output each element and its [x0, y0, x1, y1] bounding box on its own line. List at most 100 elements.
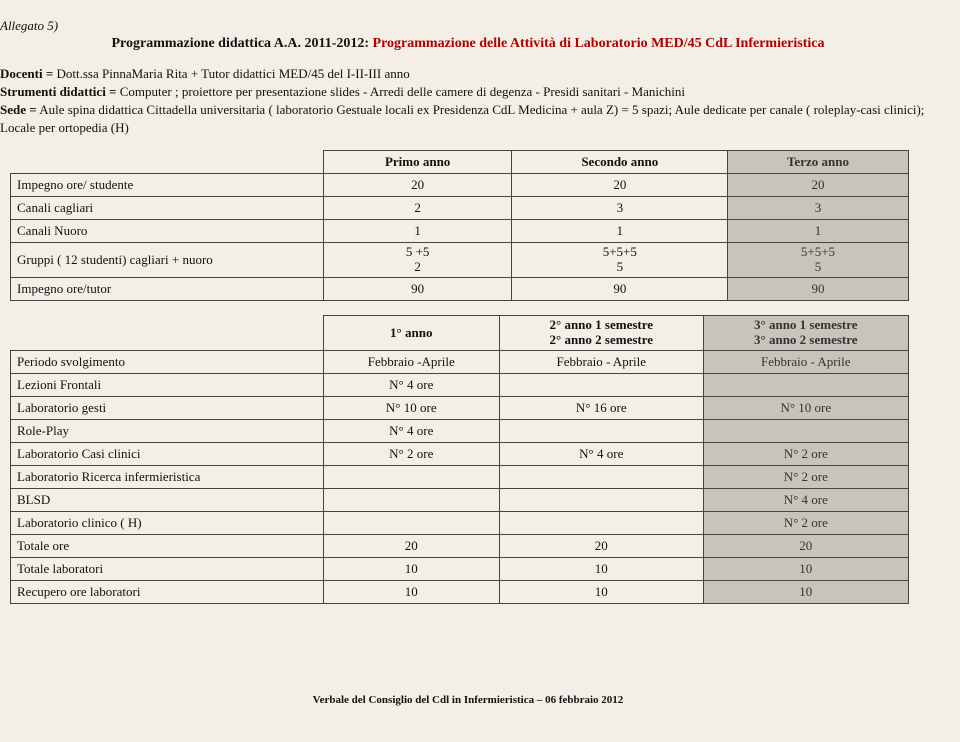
footer-text: Verbale del Consiglio del Cdl in Infermi… — [0, 694, 936, 706]
col-header: 1° anno — [324, 315, 500, 350]
cell: 20 — [728, 174, 908, 197]
cell: 90 — [728, 277, 908, 300]
cell: N° 4 ore — [704, 488, 909, 511]
sede-text: Aule spina didattica Cittadella universi… — [39, 102, 924, 117]
row-label: Lezioni Frontali — [11, 373, 324, 396]
col-header: Secondo anno — [512, 151, 728, 174]
cell: 10 — [704, 557, 909, 580]
cell — [499, 419, 704, 442]
table-secondo: 1° anno 2° anno 1 semestre2° anno 2 seme… — [10, 315, 909, 604]
row-label: BLSD — [11, 488, 324, 511]
row-label: Laboratorio gesti — [11, 396, 324, 419]
cell — [324, 488, 500, 511]
title-prefix: Programmazione didattica A.A. 2011-2012: — [112, 36, 373, 51]
cell: 20 — [324, 174, 512, 197]
cell: Febbraio - Aprile — [499, 350, 704, 373]
table-row: Laboratorio Ricerca infermieristica N° 2 … — [11, 465, 909, 488]
row-label: Impegno ore/ studente — [11, 174, 324, 197]
strumenti-label: Strumenti didattici = — [0, 84, 116, 99]
cell: Febbraio - Aprile — [704, 350, 909, 373]
cell: N° 2 ore — [704, 511, 909, 534]
docenti-text: Dott.ssa PinnaMaria Rita + Tutor didatti… — [57, 66, 410, 81]
cell: N° 2 ore — [324, 442, 500, 465]
table-row: BLSD N° 4 ore — [11, 488, 909, 511]
row-label: Totale ore — [11, 534, 324, 557]
table-row: Laboratorio gestiN° 10 oreN° 16 oreN° 10… — [11, 396, 909, 419]
cell: 1 — [324, 220, 512, 243]
cell: 2 — [324, 197, 512, 220]
row-label: Canali cagliari — [11, 197, 324, 220]
table-row: Totale laboratori101010 — [11, 557, 909, 580]
cell: 20 — [324, 534, 500, 557]
page-title: Programmazione didattica A.A. 2011-2012:… — [0, 36, 936, 52]
sede-line: Sede = Aule spina didattica Cittadella u… — [0, 102, 936, 118]
col-header — [11, 151, 324, 174]
table-row: Primo anno Secondo anno Terzo anno — [11, 151, 909, 174]
cell — [499, 465, 704, 488]
cell: 10 — [499, 580, 704, 603]
cell: N° 2 ore — [704, 442, 909, 465]
cell — [324, 511, 500, 534]
cell: 3 — [728, 197, 908, 220]
strumenti-line: Strumenti didattici = Computer ; proiett… — [0, 84, 936, 100]
table-row: Recupero ore laboratori101010 — [11, 580, 909, 603]
cell — [499, 488, 704, 511]
cell: 90 — [512, 277, 728, 300]
locale-line: Locale per ortopedia (H) — [0, 120, 936, 136]
cell: 1 — [728, 220, 908, 243]
allegato-label: Allegato 5) — [0, 18, 936, 34]
table-row: Gruppi ( 12 studenti) cagliari + nuoro5 … — [11, 243, 909, 278]
cell: Febbraio -Aprile — [324, 350, 500, 373]
cell: 20 — [512, 174, 728, 197]
row-label: Recupero ore laboratori — [11, 580, 324, 603]
cell: 5 +52 — [324, 243, 512, 278]
cell: N° 4 ore — [499, 442, 704, 465]
col-header: Terzo anno — [728, 151, 908, 174]
cell: N° 10 ore — [704, 396, 909, 419]
row-label: Canali Nuoro — [11, 220, 324, 243]
cell: 10 — [324, 580, 500, 603]
col-header: 2° anno 1 semestre2° anno 2 semestre — [499, 315, 704, 350]
docenti-label: Docenti = — [0, 66, 53, 81]
cell: N° 2 ore — [704, 465, 909, 488]
sede-label: Sede = — [0, 102, 37, 117]
row-label: Laboratorio Ricerca infermieristica — [11, 465, 324, 488]
cell: 10 — [324, 557, 500, 580]
table-row: Impegno ore/ studente202020 — [11, 174, 909, 197]
cell: 3 — [512, 197, 728, 220]
cell: N° 4 ore — [324, 419, 500, 442]
cell — [499, 511, 704, 534]
cell: N° 16 ore — [499, 396, 704, 419]
table-primo: Primo anno Secondo anno Terzo anno Impeg… — [10, 150, 909, 301]
table-row: Impegno ore/tutor909090 — [11, 277, 909, 300]
cell — [499, 373, 704, 396]
col-header: Primo anno — [324, 151, 512, 174]
cell: N° 10 ore — [324, 396, 500, 419]
cell — [704, 373, 909, 396]
table-row: Lezioni FrontaliN° 4 ore — [11, 373, 909, 396]
cell: 10 — [499, 557, 704, 580]
cell: 1 — [512, 220, 728, 243]
table-row: Laboratorio clinico ( H)N° 2 ore — [11, 511, 909, 534]
table-row: Laboratorio Casi cliniciN° 2 oreN° 4 ore… — [11, 442, 909, 465]
row-label: Periodo svolgimento — [11, 350, 324, 373]
row-label: Impegno ore/tutor — [11, 277, 324, 300]
cell: N° 4 ore — [324, 373, 500, 396]
cell: 5+5+55 — [728, 243, 908, 278]
table-row: Canali cagliari233 — [11, 197, 909, 220]
table-row: 1° anno 2° anno 1 semestre2° anno 2 seme… — [11, 315, 909, 350]
table-row: Periodo svolgimentoFebbraio -AprileFebbr… — [11, 350, 909, 373]
row-label: Totale laboratori — [11, 557, 324, 580]
row-label: Role-Play — [11, 419, 324, 442]
docenti-line: Docenti = Dott.ssa PinnaMaria Rita + Tut… — [0, 66, 936, 82]
strumenti-text: Computer ; proiettore per presentazione … — [120, 84, 685, 99]
table-row: Role-PlayN° 4 ore — [11, 419, 909, 442]
row-label: Laboratorio Casi clinici — [11, 442, 324, 465]
cell — [704, 419, 909, 442]
title-red: Programmazione delle Attività di Laborat… — [373, 36, 825, 51]
table-row: Canali Nuoro111 — [11, 220, 909, 243]
cell: 90 — [324, 277, 512, 300]
cell: 5+5+55 — [512, 243, 728, 278]
cell — [324, 465, 500, 488]
document-page: Allegato 5) Programmazione didattica A.A… — [0, 18, 936, 706]
